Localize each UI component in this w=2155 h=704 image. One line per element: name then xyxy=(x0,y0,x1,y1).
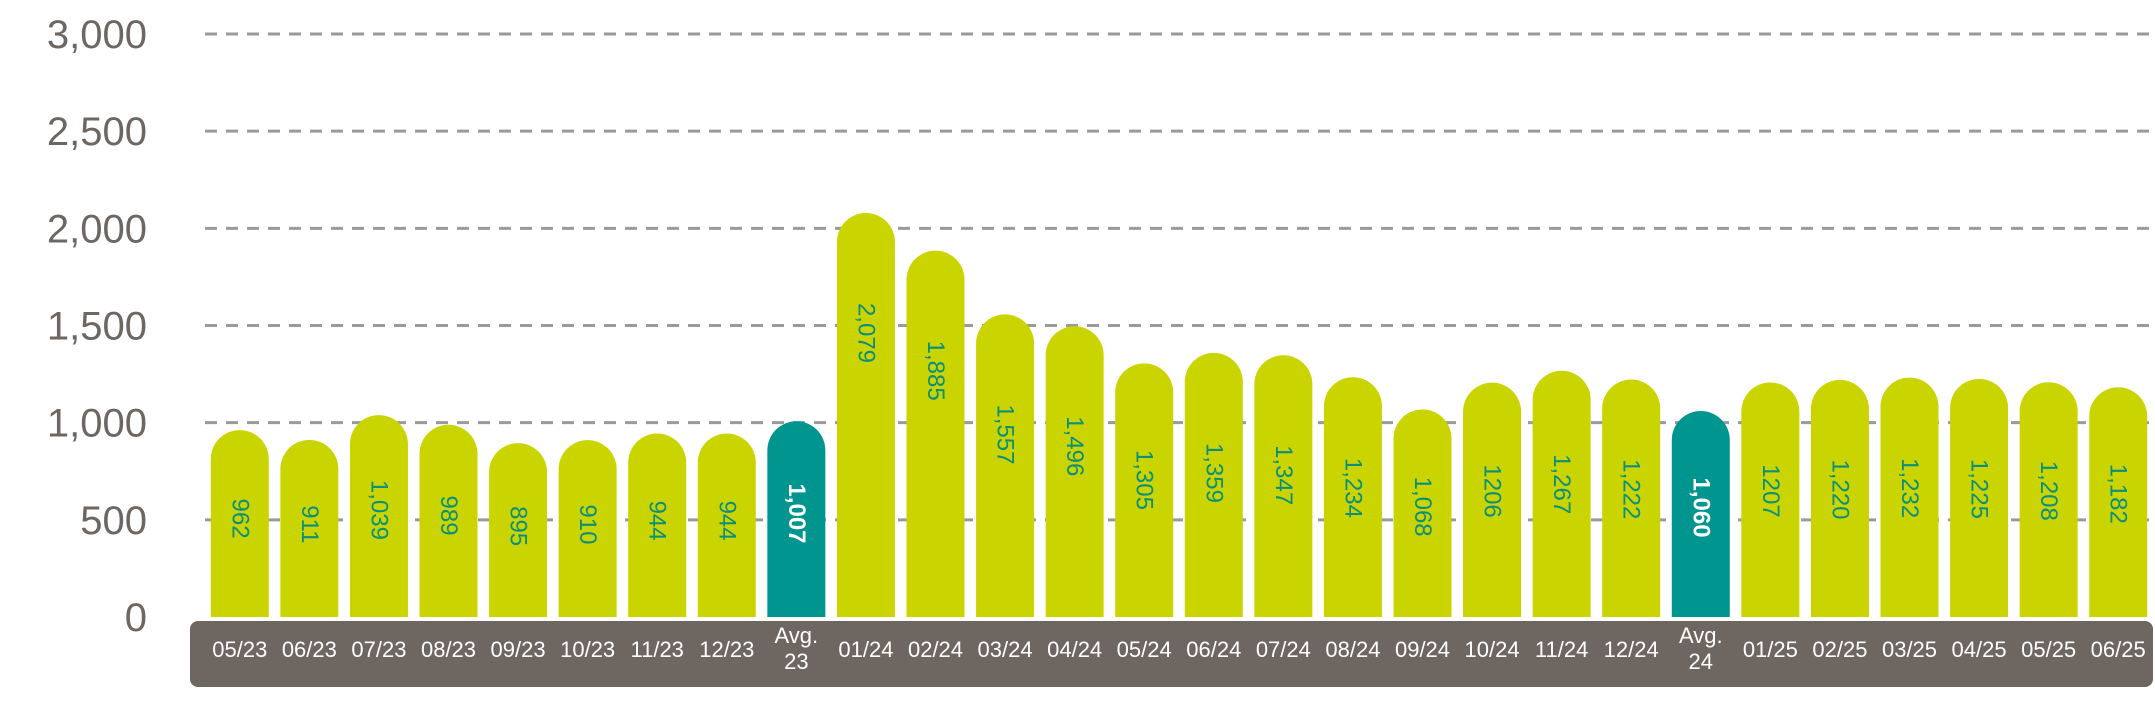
x-tick-label: 01/24 xyxy=(838,637,893,662)
x-tick-label: 06/24 xyxy=(1186,637,1241,662)
value-label: 1,060 xyxy=(1687,477,1714,537)
value-label: 2,079 xyxy=(852,303,879,363)
x-tick-label: 12/24 xyxy=(1604,637,1659,662)
x-tick-label: 10/24 xyxy=(1465,637,1520,662)
value-label: 1207 xyxy=(1757,464,1784,517)
value-label: 1,267 xyxy=(1548,454,1575,514)
x-tick-label: 07/24 xyxy=(1256,637,1311,662)
value-label: 944 xyxy=(713,501,740,541)
value-label: 1,208 xyxy=(2035,461,2062,521)
value-label: 1,359 xyxy=(1200,443,1227,503)
x-tick-label: 09/23 xyxy=(491,637,546,662)
x-tick-label: 05/25 xyxy=(2021,637,2076,662)
value-label: 1,039 xyxy=(365,480,392,540)
x-tick-label: 10/23 xyxy=(560,637,615,662)
value-label: 1,347 xyxy=(1270,445,1297,505)
x-tick-label: 06/25 xyxy=(2091,637,2146,662)
y-axis: 0 500 1,000 1,500 2,000 2,500 3,000 xyxy=(47,13,147,640)
y-tick-label: 0 xyxy=(125,596,147,640)
value-label: 1,222 xyxy=(1618,459,1645,519)
bar-average xyxy=(1671,411,1730,617)
bar xyxy=(1045,326,1104,617)
value-label: 1206 xyxy=(1479,464,1506,517)
value-label: 1,496 xyxy=(1061,416,1088,476)
bar xyxy=(1254,355,1313,617)
x-tick-label: 08/24 xyxy=(1325,637,1380,662)
y-tick-label: 1,500 xyxy=(47,305,147,349)
bar xyxy=(906,250,965,617)
x-tick-label: 12/23 xyxy=(699,637,754,662)
bar xyxy=(1393,409,1452,617)
value-labels: 962 911 1,039 989 895 910 944 944 1,007 2,079 1,88… xyxy=(226,303,2131,546)
value-label: 1,220 xyxy=(1826,459,1853,519)
y-tick-label: 2,000 xyxy=(47,207,147,251)
value-label: 1,234 xyxy=(1339,458,1366,518)
bar xyxy=(1115,363,1174,617)
x-tick-label: 11/24 xyxy=(1535,637,1588,662)
value-label: 910 xyxy=(574,504,601,544)
bar xyxy=(1463,382,1522,617)
value-label: 989 xyxy=(435,496,462,536)
x-axis: 05/23 06/23 07/23 08/23 09/23 10/23 11/23 12/23… xyxy=(212,623,2145,674)
value-label: 1,007 xyxy=(783,483,810,543)
bar xyxy=(2019,382,2078,617)
bars xyxy=(210,212,2148,617)
value-label: 1,557 xyxy=(992,404,1019,464)
bar xyxy=(2089,387,2148,617)
x-tick-label: Avg. 23 xyxy=(775,623,819,674)
bar xyxy=(1810,379,1869,617)
bar xyxy=(628,433,687,617)
bar xyxy=(1950,378,2009,617)
x-tick-label: 02/24 xyxy=(908,637,963,662)
x-tick-label: 03/25 xyxy=(1882,637,1937,662)
x-tick-label: 11/23 xyxy=(631,637,684,662)
x-tick-label: 04/25 xyxy=(1952,637,2007,662)
x-tick-label: 09/24 xyxy=(1395,637,1450,662)
x-tick-label: 02/25 xyxy=(1812,637,1867,662)
bar xyxy=(1184,352,1243,617)
bar xyxy=(697,433,756,617)
x-tick-label: 04/24 xyxy=(1047,637,1102,662)
value-label: 1,225 xyxy=(1966,459,1993,519)
value-label: 1,232 xyxy=(1896,458,1923,518)
bar xyxy=(419,424,478,617)
bar xyxy=(976,314,1035,617)
value-label: 944 xyxy=(644,501,671,541)
x-tick-label: 07/23 xyxy=(351,637,406,662)
bar xyxy=(1602,379,1661,617)
x-tick-label: 08/23 xyxy=(421,637,476,662)
value-label: 911 xyxy=(296,505,323,543)
x-axis-band xyxy=(190,621,2153,687)
y-tick-label: 500 xyxy=(80,499,147,543)
value-label: 962 xyxy=(226,499,253,539)
y-tick-label: 2,500 xyxy=(47,110,147,154)
x-tick-label: 03/24 xyxy=(978,637,1033,662)
x-tick-label: 06/23 xyxy=(282,637,337,662)
bar xyxy=(210,430,269,617)
x-tick-label: 05/23 xyxy=(212,637,267,662)
bar xyxy=(489,443,548,617)
bar-average xyxy=(767,421,826,617)
y-tick-label: 3,000 xyxy=(47,13,147,57)
bar xyxy=(349,415,408,617)
bar xyxy=(1741,382,1800,617)
value-label: 1,068 xyxy=(1409,477,1436,537)
bar xyxy=(280,439,339,617)
value-label: 1,305 xyxy=(1131,450,1158,510)
x-tick-label: 01/25 xyxy=(1743,637,1798,662)
bar xyxy=(836,212,895,617)
bar xyxy=(1323,377,1382,617)
y-tick-label: 1,000 xyxy=(47,402,147,446)
value-label: 895 xyxy=(505,506,532,546)
x-tick-label: Avg. 24 xyxy=(1679,623,1723,674)
value-label: 1,885 xyxy=(922,341,949,401)
x-tick-label: 05/24 xyxy=(1117,637,1172,662)
bar xyxy=(1532,370,1591,617)
value-label: 1,182 xyxy=(2105,464,2132,524)
bar xyxy=(558,440,617,617)
bar xyxy=(1880,377,1939,617)
